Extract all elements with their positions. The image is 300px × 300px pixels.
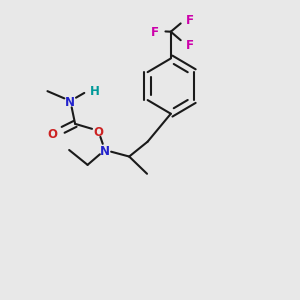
Text: F: F — [151, 26, 159, 39]
Text: O: O — [93, 126, 103, 139]
Text: F: F — [186, 40, 194, 52]
Text: O: O — [47, 128, 57, 141]
Text: N: N — [65, 96, 75, 109]
Text: F: F — [186, 14, 194, 27]
Text: H: H — [90, 85, 100, 98]
Text: N: N — [100, 145, 110, 158]
